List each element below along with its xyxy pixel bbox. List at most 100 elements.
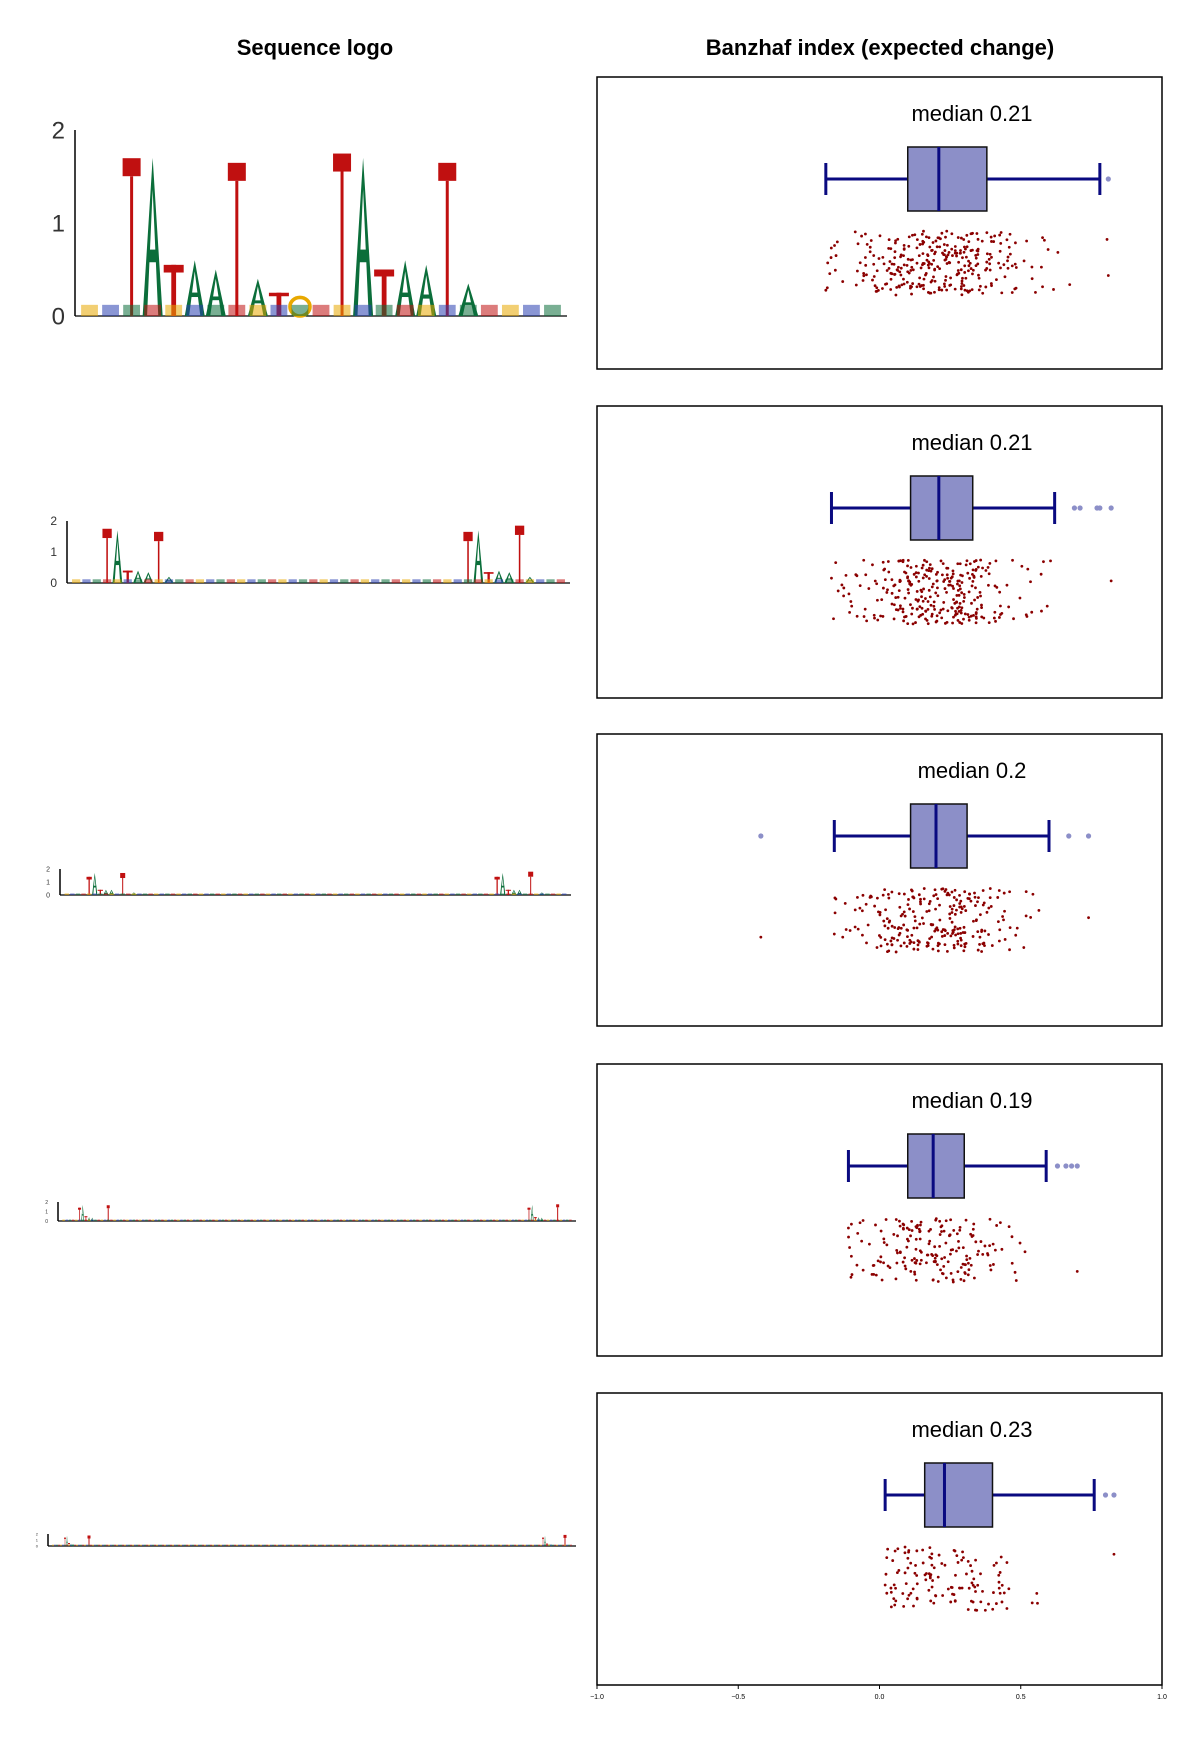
logo-background-letter [215,893,220,895]
jitter-point [885,591,889,594]
jitter-point [885,282,889,286]
logo-background-letter [288,579,297,583]
jitter-point [907,898,910,901]
jitter-point [955,908,958,912]
jitter-point [929,1599,933,1603]
logo-background-letter [56,1544,58,1546]
logo-background-letter [453,579,462,583]
jitter-point [950,911,954,914]
jitter-point [945,573,949,577]
logo-background-letter [312,304,330,316]
logo-background-letter [381,1219,384,1221]
logo-background-letter [528,893,533,895]
iqr-box [923,1462,994,1528]
logo-background-letter [78,1544,80,1546]
jitter-point [856,895,859,899]
jitter-point [940,887,944,891]
jitter-point [948,261,952,265]
jitter-point [960,591,964,595]
logo-background-letter [170,893,176,895]
logo-background-letter [459,304,477,316]
logo-background-letter [436,1544,438,1546]
jitter-point [930,279,934,282]
jitter-point [909,1234,912,1238]
jitter-point [949,276,952,280]
jitter-point [879,614,883,618]
jitter-point [943,1256,946,1259]
jitter-point [918,1262,922,1266]
jitter-point [930,612,934,616]
logo-background-letter [360,579,370,583]
jitter-point [946,931,950,935]
jitter-point [964,1218,968,1222]
logo-background-letter [256,1219,260,1221]
jitter-point [1005,583,1009,587]
logo-background-letter [515,579,524,583]
logo-background-letter [441,1219,445,1221]
jitter-point [909,269,913,272]
jitter-point [925,560,929,564]
logo-background-letter [288,1219,292,1221]
jitter-point [989,235,993,239]
logo-background-letter [288,893,293,895]
logo-background-letter [52,1544,54,1546]
jitter-point [1005,238,1009,242]
logo-background-letter [176,893,181,895]
jitter-point [883,924,887,928]
logo-background-letter [152,1544,154,1546]
logo-background-letter [442,1544,444,1546]
jitter-point [993,610,997,614]
jitter-point [847,1226,850,1230]
jitter-point [921,599,925,603]
jitter-point [937,288,941,292]
logo-background-letter [355,893,360,895]
jitter-point [918,605,922,609]
logo-background-letter [100,1544,102,1546]
jitter-point [976,1583,980,1587]
logo-background-letter [299,893,304,895]
sequence-logo: 012 [45,1200,576,1225]
logo-background-letter [116,1219,120,1221]
jitter-point [994,619,997,623]
jitter-point [966,571,970,575]
jitter-point [941,1594,945,1597]
jitter-point [875,946,879,949]
jitter-point [925,910,929,913]
logo-background-letter [354,304,372,316]
jitter-point [949,1271,953,1275]
logo-letter-a-bar [93,885,97,888]
jitter-point [902,910,906,914]
jitter-point [963,945,967,949]
jitter-point [976,262,980,266]
jitter-point [929,603,933,607]
logo-background-letter [186,1544,188,1546]
jitter-point [886,950,889,954]
outlier-point [1069,1163,1075,1169]
logo-background-letter [419,1219,422,1221]
jitter-point [984,569,988,572]
logo-letter-a [500,872,506,895]
jitter-point [962,596,966,599]
jitter-point [894,293,898,297]
jitter-point [985,267,989,270]
logo-background-letter [375,304,393,316]
jitter-point [891,1559,895,1562]
jitter-point [962,925,966,929]
logo-background-letter [443,579,452,583]
logo-background-letter [237,579,246,583]
logo-background-letter [232,1544,234,1546]
jitter-point [907,1239,910,1243]
jitter-point [961,256,964,260]
logo-background-letter [517,893,522,895]
logo-background-letter [145,1219,148,1221]
logo-background-letter [336,1544,338,1546]
logo-background-letter [151,1219,155,1221]
logo-background-letter [84,1544,86,1546]
jitter-point [912,896,916,900]
jitter-point [938,245,942,249]
jitter-point [945,288,949,292]
logo-background-letter [511,893,517,895]
logo-t-cap [463,531,473,542]
jitter-point [950,890,954,894]
